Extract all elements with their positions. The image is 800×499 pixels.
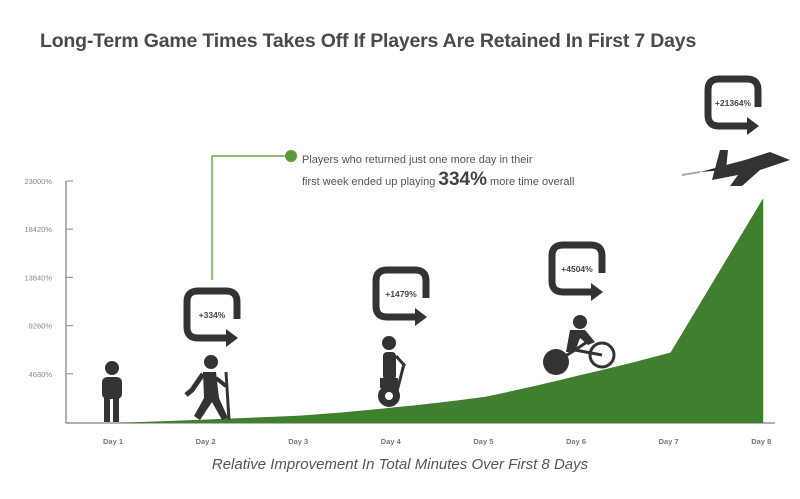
- callout-line2: first week ended up playing 334% more ti…: [302, 170, 574, 192]
- callout-note: Players who returned just one more day i…: [302, 150, 574, 192]
- exhaust: [681, 171, 701, 176]
- badge-day-2: +334%: [183, 287, 241, 347]
- badge-day-4: +1479%: [372, 266, 430, 326]
- standing-person-icon: [102, 361, 122, 422]
- y-tick-label: 9260%: [29, 322, 53, 331]
- x-tick-label: Day 4: [381, 437, 402, 446]
- chart-title: Long-Term Game Times Takes Off If Player…: [40, 30, 697, 52]
- x-tick-label: Day 2: [196, 437, 216, 446]
- rider: [566, 330, 595, 352]
- head: [573, 315, 587, 329]
- head: [204, 355, 218, 369]
- body: [194, 372, 228, 420]
- badge-day-8: +21364%: [704, 75, 762, 135]
- x-tick-label: Day 6: [566, 437, 586, 446]
- callout-line1: Players who returned just one more day i…: [302, 154, 533, 166]
- y-tick-label: 13840%: [24, 273, 52, 282]
- badge-label: +21364%: [715, 98, 752, 108]
- arm: [184, 372, 206, 397]
- y-tick-label: 18420%: [24, 225, 52, 234]
- badge-label: +1479%: [385, 289, 417, 299]
- head: [382, 336, 396, 350]
- base: [380, 378, 398, 388]
- x-tick-label: Day 8: [751, 437, 771, 446]
- arrowhead-icon: [415, 308, 427, 326]
- leg: [113, 395, 119, 422]
- callout-connector: [211, 155, 290, 280]
- badge-label: +4504%: [561, 264, 593, 274]
- arrowhead-icon: [591, 283, 603, 301]
- x-axis-label: Relative Improvement In Total Minutes Ov…: [211, 456, 589, 473]
- arm: [214, 376, 228, 388]
- head: [105, 361, 119, 375]
- x-tick-label: Day 7: [659, 437, 679, 446]
- badge-day-6: +4504%: [548, 241, 606, 301]
- arrowhead-icon: [747, 117, 759, 135]
- wheel-front: [588, 341, 616, 369]
- body: [383, 352, 396, 380]
- x-tick-label: Day 1: [103, 437, 123, 446]
- loop-arrow-icon: [548, 241, 606, 296]
- loop-arrow-icon: [372, 266, 430, 321]
- badge-label: +334%: [199, 310, 226, 320]
- callout-text-post: more time overall: [486, 176, 575, 188]
- loop-arrow-icon: [704, 75, 762, 130]
- jet-body: [700, 150, 790, 186]
- data-area: [115, 198, 764, 423]
- callout-highlight: 334%: [438, 169, 487, 190]
- y-tick-label: 23000%: [24, 177, 52, 186]
- callout-text-pre: first week ended up playing: [302, 176, 439, 188]
- body: [102, 377, 122, 399]
- arrowhead-icon: [226, 329, 238, 347]
- cyclist-icon: [543, 315, 616, 375]
- hiker-icon: [184, 355, 231, 421]
- x-tick-label: Day 5: [473, 437, 493, 446]
- hub: [385, 392, 393, 400]
- jet-icon: [681, 150, 790, 186]
- x-tick-label: Day 3: [288, 437, 308, 446]
- callout-dot: [285, 150, 297, 162]
- leg: [104, 395, 110, 422]
- pole: [224, 371, 231, 421]
- loop-arrow-icon: [183, 287, 241, 342]
- segway-icon: [378, 336, 407, 407]
- y-tick-label: 4680%: [29, 370, 53, 379]
